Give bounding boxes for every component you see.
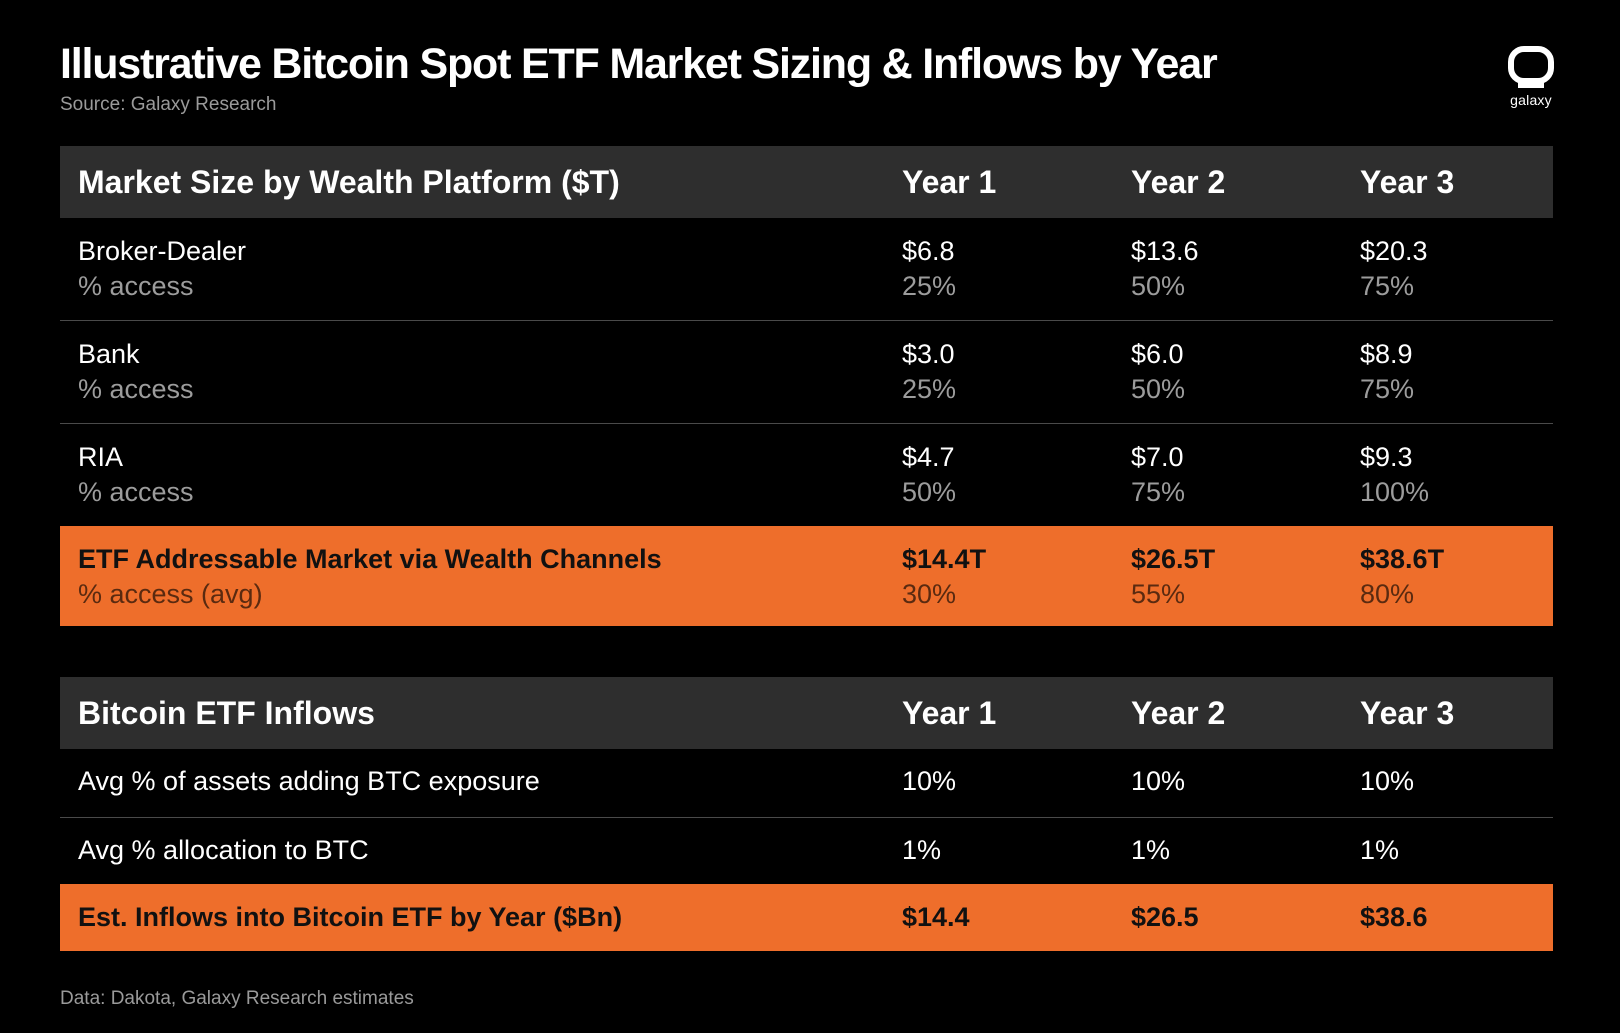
- market-size-header-row: Market Size by Wealth Platform ($T) Year…: [60, 146, 1553, 218]
- data-footnote: Data: Dakota, Galaxy Research estimates: [60, 988, 414, 1009]
- value-year-1: 10%: [902, 766, 957, 796]
- value-year-2: $13.6: [1131, 236, 1199, 266]
- row-label: RIA: [78, 442, 124, 472]
- total-access-year-3: 80%: [1360, 579, 1415, 609]
- total-year-2: $26.5T: [1131, 544, 1216, 574]
- access-year-2: 75%: [1131, 477, 1186, 507]
- access-year-2: 50%: [1131, 374, 1186, 404]
- row-label: Avg % of assets adding BTC exposure: [78, 766, 540, 796]
- inflows-header-label: Bitcoin ETF Inflows: [78, 695, 375, 731]
- row-label: Broker-Dealer: [78, 236, 247, 266]
- access-year-1: 50%: [902, 477, 957, 507]
- header-year-1: Year 1: [902, 695, 997, 731]
- row-sublabel: % access: [78, 477, 194, 507]
- row-sublabel: % access: [78, 271, 194, 301]
- header-year-3: Year 3: [1360, 695, 1455, 731]
- total-sublabel: % access (avg): [78, 579, 263, 609]
- table-row-estimated-inflows-total: Est. Inflows into Bitcoin ETF by Year ($…: [60, 884, 1553, 951]
- row-sublabel: % access: [78, 374, 194, 404]
- total-label: ETF Addressable Market via Wealth Channe…: [78, 544, 662, 574]
- value-year-1: 1%: [902, 835, 942, 865]
- row-label: Avg % allocation to BTC: [78, 835, 369, 865]
- value-year-2: $7.0: [1131, 442, 1184, 472]
- value-year-3: $20.3: [1360, 236, 1428, 266]
- header-year-3: Year 3: [1360, 164, 1455, 200]
- value-year-2: $6.0: [1131, 339, 1184, 369]
- total-year-1: $14.4: [902, 902, 970, 932]
- market-size-header-label: Market Size by Wealth Platform ($T): [78, 164, 620, 200]
- value-year-3: 10%: [1360, 766, 1415, 796]
- galaxy-logo: galaxy: [1500, 46, 1562, 118]
- total-year-1: $14.4T: [902, 544, 987, 574]
- access-year-3: 100%: [1360, 477, 1430, 507]
- value-year-2: 1%: [1131, 835, 1171, 865]
- total-year-2: $26.5: [1131, 902, 1199, 932]
- table-row-allocation-to-btc: Avg % allocation to BTC 1% 1% 1%: [60, 818, 1553, 884]
- logo-wordmark: galaxy: [1510, 92, 1552, 108]
- table-row-ria: RIA % access $4.7 50% $7.0 75% $9.3 100%: [60, 424, 1553, 526]
- total-access-year-1: 30%: [902, 579, 957, 609]
- table-row-broker-dealer: Broker-Dealer % access $6.8 25% $13.6 50…: [60, 218, 1553, 321]
- value-year-3: $8.9: [1360, 339, 1413, 369]
- access-year-1: 25%: [902, 271, 957, 301]
- page-title: Illustrative Bitcoin Spot ETF Market Siz…: [60, 40, 1218, 88]
- header-year-2: Year 2: [1131, 164, 1226, 200]
- etf-inflows-table: Bitcoin ETF Inflows Year 1 Year 2 Year 3…: [60, 677, 1553, 951]
- market-size-table: Market Size by Wealth Platform ($T) Year…: [60, 146, 1553, 626]
- table-row-bank: Bank % access $3.0 25% $6.0 50% $8.9 75%: [60, 321, 1553, 424]
- value-year-1: $6.8: [902, 236, 955, 266]
- access-year-3: 75%: [1360, 374, 1415, 404]
- access-year-1: 25%: [902, 374, 957, 404]
- value-year-3: $9.3: [1360, 442, 1413, 472]
- source-caption: Source: Galaxy Research: [60, 94, 277, 115]
- total-access-year-2: 55%: [1131, 579, 1186, 609]
- table-row-addressable-market-total: ETF Addressable Market via Wealth Channe…: [60, 526, 1553, 626]
- value-year-2: 10%: [1131, 766, 1186, 796]
- row-label: Bank: [78, 339, 140, 369]
- access-year-2: 50%: [1131, 271, 1186, 301]
- access-year-3: 75%: [1360, 271, 1415, 301]
- total-year-3: $38.6T: [1360, 544, 1445, 574]
- total-label: Est. Inflows into Bitcoin ETF by Year ($…: [78, 902, 623, 932]
- value-year-3: 1%: [1360, 835, 1400, 865]
- header-year-2: Year 2: [1131, 695, 1226, 731]
- value-year-1: $3.0: [902, 339, 955, 369]
- value-year-1: $4.7: [902, 442, 955, 472]
- table-row-assets-adding-btc: Avg % of assets adding BTC exposure 10% …: [60, 749, 1553, 818]
- galaxy-logo-icon: [1508, 46, 1554, 88]
- total-year-3: $38.6: [1360, 902, 1428, 932]
- inflows-header-row: Bitcoin ETF Inflows Year 1 Year 2 Year 3: [60, 677, 1553, 749]
- header-year-1: Year 1: [902, 164, 997, 200]
